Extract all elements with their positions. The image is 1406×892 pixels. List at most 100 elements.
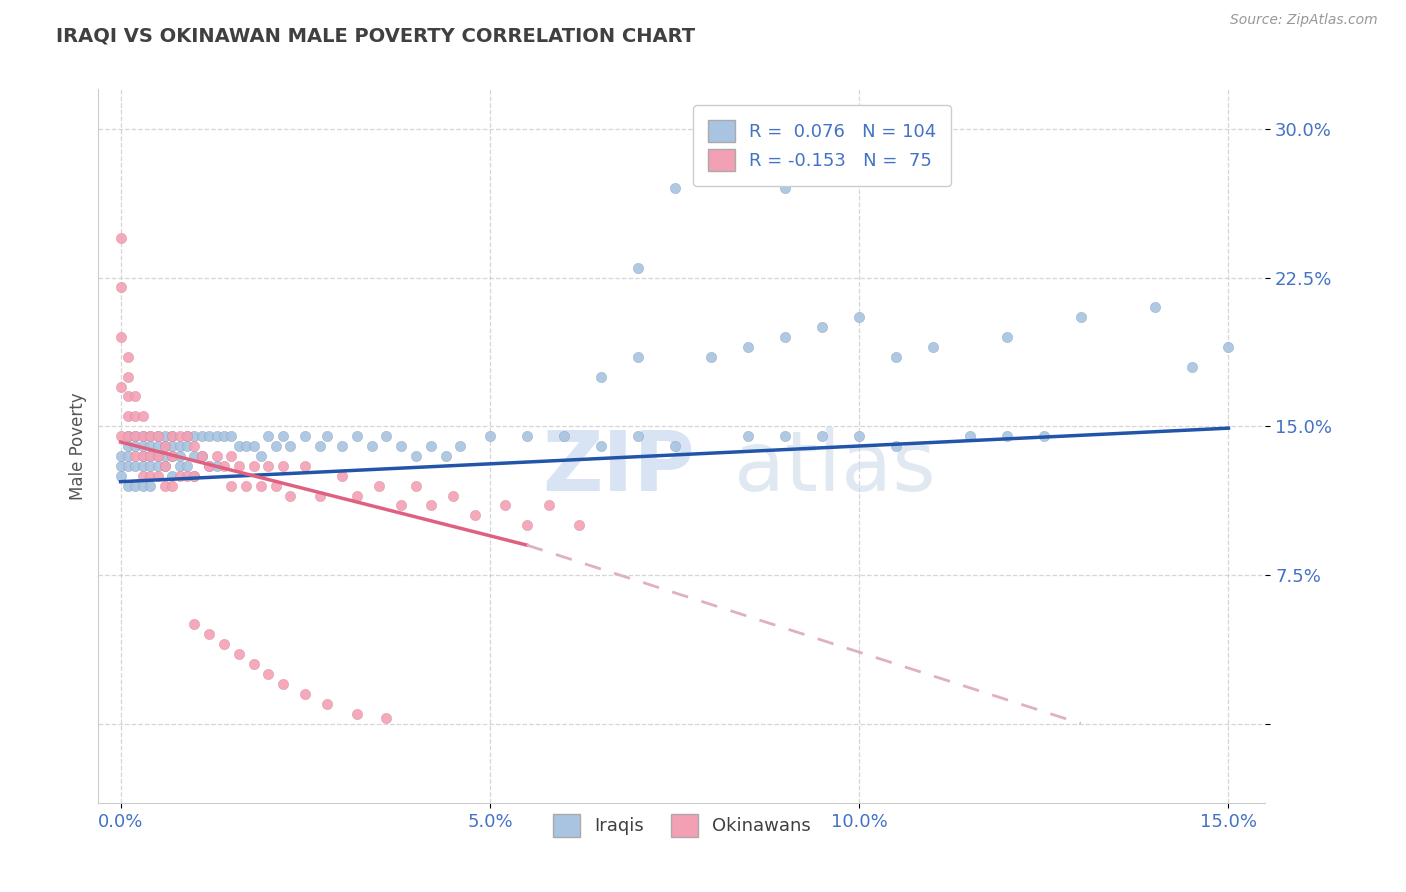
Point bbox=[250, 449, 273, 463]
Point bbox=[309, 439, 332, 453]
Point bbox=[205, 449, 228, 463]
Point bbox=[153, 429, 176, 443]
Point bbox=[737, 429, 759, 443]
Point bbox=[257, 667, 280, 681]
Point bbox=[110, 379, 132, 393]
Point bbox=[664, 181, 686, 195]
Point bbox=[153, 439, 176, 453]
Point bbox=[117, 429, 139, 443]
Point bbox=[959, 429, 981, 443]
Point bbox=[124, 439, 146, 453]
Point bbox=[775, 429, 797, 443]
Point bbox=[294, 687, 316, 701]
Point bbox=[811, 320, 834, 334]
Point bbox=[264, 439, 287, 453]
Point bbox=[700, 171, 723, 186]
Point bbox=[389, 439, 412, 453]
Point bbox=[124, 409, 146, 424]
Point bbox=[848, 429, 870, 443]
Point bbox=[183, 449, 205, 463]
Point bbox=[700, 350, 723, 364]
Point bbox=[811, 429, 834, 443]
Point bbox=[146, 429, 169, 443]
Point bbox=[183, 617, 205, 632]
Point bbox=[884, 350, 907, 364]
Point bbox=[212, 458, 235, 473]
Point bbox=[419, 499, 441, 513]
Point bbox=[183, 468, 205, 483]
Point bbox=[235, 478, 257, 492]
Point bbox=[1180, 359, 1202, 374]
Point bbox=[124, 429, 146, 443]
Point bbox=[110, 468, 132, 483]
Point bbox=[1070, 310, 1092, 325]
Point bbox=[228, 439, 250, 453]
Point bbox=[250, 478, 273, 492]
Point bbox=[441, 489, 464, 503]
Point bbox=[995, 429, 1018, 443]
Point bbox=[169, 449, 191, 463]
Point bbox=[176, 439, 198, 453]
Point bbox=[389, 499, 412, 513]
Point bbox=[198, 458, 221, 473]
Point bbox=[775, 330, 797, 344]
Point bbox=[537, 499, 560, 513]
Point bbox=[153, 458, 176, 473]
Y-axis label: Male Poverty: Male Poverty bbox=[69, 392, 87, 500]
Point bbox=[110, 280, 132, 294]
Point bbox=[117, 478, 139, 492]
Point bbox=[146, 429, 169, 443]
Point bbox=[132, 439, 155, 453]
Point bbox=[124, 429, 146, 443]
Point bbox=[146, 458, 169, 473]
Point bbox=[169, 468, 191, 483]
Point bbox=[110, 449, 132, 463]
Point bbox=[375, 429, 398, 443]
Point bbox=[117, 449, 139, 463]
Point bbox=[205, 458, 228, 473]
Point bbox=[198, 429, 221, 443]
Point bbox=[153, 439, 176, 453]
Point bbox=[271, 429, 294, 443]
Point bbox=[848, 310, 870, 325]
Point bbox=[419, 439, 441, 453]
Point bbox=[110, 429, 132, 443]
Point bbox=[205, 429, 228, 443]
Point bbox=[242, 657, 264, 671]
Point bbox=[139, 468, 162, 483]
Point bbox=[139, 429, 162, 443]
Point bbox=[280, 489, 302, 503]
Point bbox=[139, 429, 162, 443]
Point bbox=[162, 449, 184, 463]
Point bbox=[139, 439, 162, 453]
Point bbox=[183, 468, 205, 483]
Point bbox=[117, 429, 139, 443]
Point bbox=[309, 489, 332, 503]
Point bbox=[110, 458, 132, 473]
Point bbox=[132, 429, 155, 443]
Point bbox=[153, 449, 176, 463]
Point bbox=[221, 429, 243, 443]
Point bbox=[264, 478, 287, 492]
Point bbox=[221, 478, 243, 492]
Point bbox=[191, 449, 214, 463]
Point bbox=[464, 508, 486, 523]
Point bbox=[117, 409, 139, 424]
Point bbox=[124, 449, 146, 463]
Point bbox=[162, 449, 184, 463]
Point bbox=[626, 260, 648, 275]
Point bbox=[139, 449, 162, 463]
Point bbox=[330, 439, 353, 453]
Point bbox=[567, 518, 589, 533]
Point bbox=[626, 350, 648, 364]
Point bbox=[153, 458, 176, 473]
Point bbox=[294, 458, 316, 473]
Point bbox=[228, 458, 250, 473]
Point bbox=[589, 369, 612, 384]
Point bbox=[139, 478, 162, 492]
Point bbox=[257, 458, 280, 473]
Point bbox=[176, 429, 198, 443]
Point bbox=[176, 458, 198, 473]
Point bbox=[257, 429, 280, 443]
Point bbox=[405, 449, 427, 463]
